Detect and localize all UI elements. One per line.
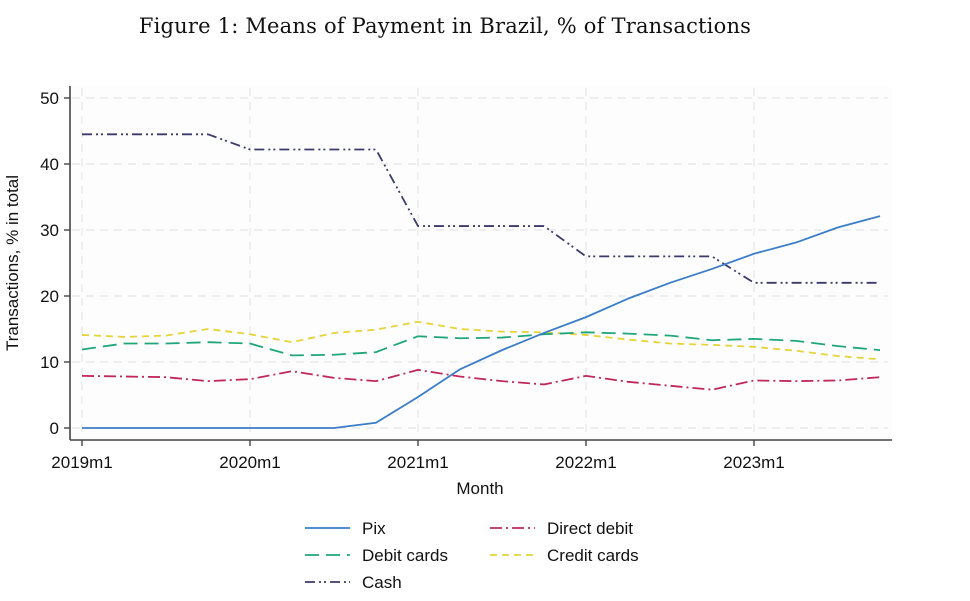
legend-label: Debit cards: [362, 546, 448, 565]
series-lines: [81, 133, 881, 429]
y-tick-label: 40: [40, 155, 59, 174]
y-axis-ticks: 0 10 20 30 40 50: [40, 89, 70, 438]
legend-item-cash: Cash: [305, 573, 402, 592]
legend-label: Credit cards: [547, 546, 639, 565]
legend-item-pix: Pix: [305, 519, 386, 538]
series-line-pix: [82, 215, 881, 429]
series-line-credit-cards: [81, 320, 881, 361]
legend: Pix Direct debit Debit cards Credit cards Ca…: [305, 519, 639, 592]
x-axis-ticks: 2019m1 2020m1 2021m1 2022m1 2023m1: [51, 440, 785, 472]
x-tick-label: 2019m1: [51, 453, 112, 472]
legend-label: Pix: [362, 519, 386, 538]
series-line-cash: [82, 133, 880, 284]
y-axis-title: Transactions, % in total: [3, 175, 22, 351]
series-line-debit-cards: [81, 331, 881, 357]
series-line-direct-debit: [81, 369, 881, 391]
y-tick-label: 30: [40, 221, 59, 240]
x-tick-label: 2020m1: [219, 453, 280, 472]
x-axis-title: Month: [456, 479, 503, 498]
y-tick-label: 10: [40, 353, 59, 372]
legend-item-debit-cards: Debit cards: [305, 546, 448, 565]
x-tick-label: 2023m1: [723, 453, 784, 472]
legend-label: Direct debit: [547, 519, 633, 538]
x-tick-label: 2022m1: [555, 453, 616, 472]
figure-title: Figure 1: Means of Payment in Brazil, % …: [138, 14, 752, 38]
y-tick-label: 0: [50, 419, 59, 438]
legend-label: Cash: [362, 573, 402, 592]
legend-item-credit-cards: Credit cards: [490, 546, 639, 565]
x-tick-label: 2021m1: [387, 453, 448, 472]
grid-lines: [72, 88, 888, 438]
y-tick-label: 50: [40, 89, 59, 108]
legend-item-direct-debit: Direct debit: [490, 519, 633, 538]
y-tick-label: 20: [40, 287, 59, 306]
plot-background: [70, 86, 892, 440]
